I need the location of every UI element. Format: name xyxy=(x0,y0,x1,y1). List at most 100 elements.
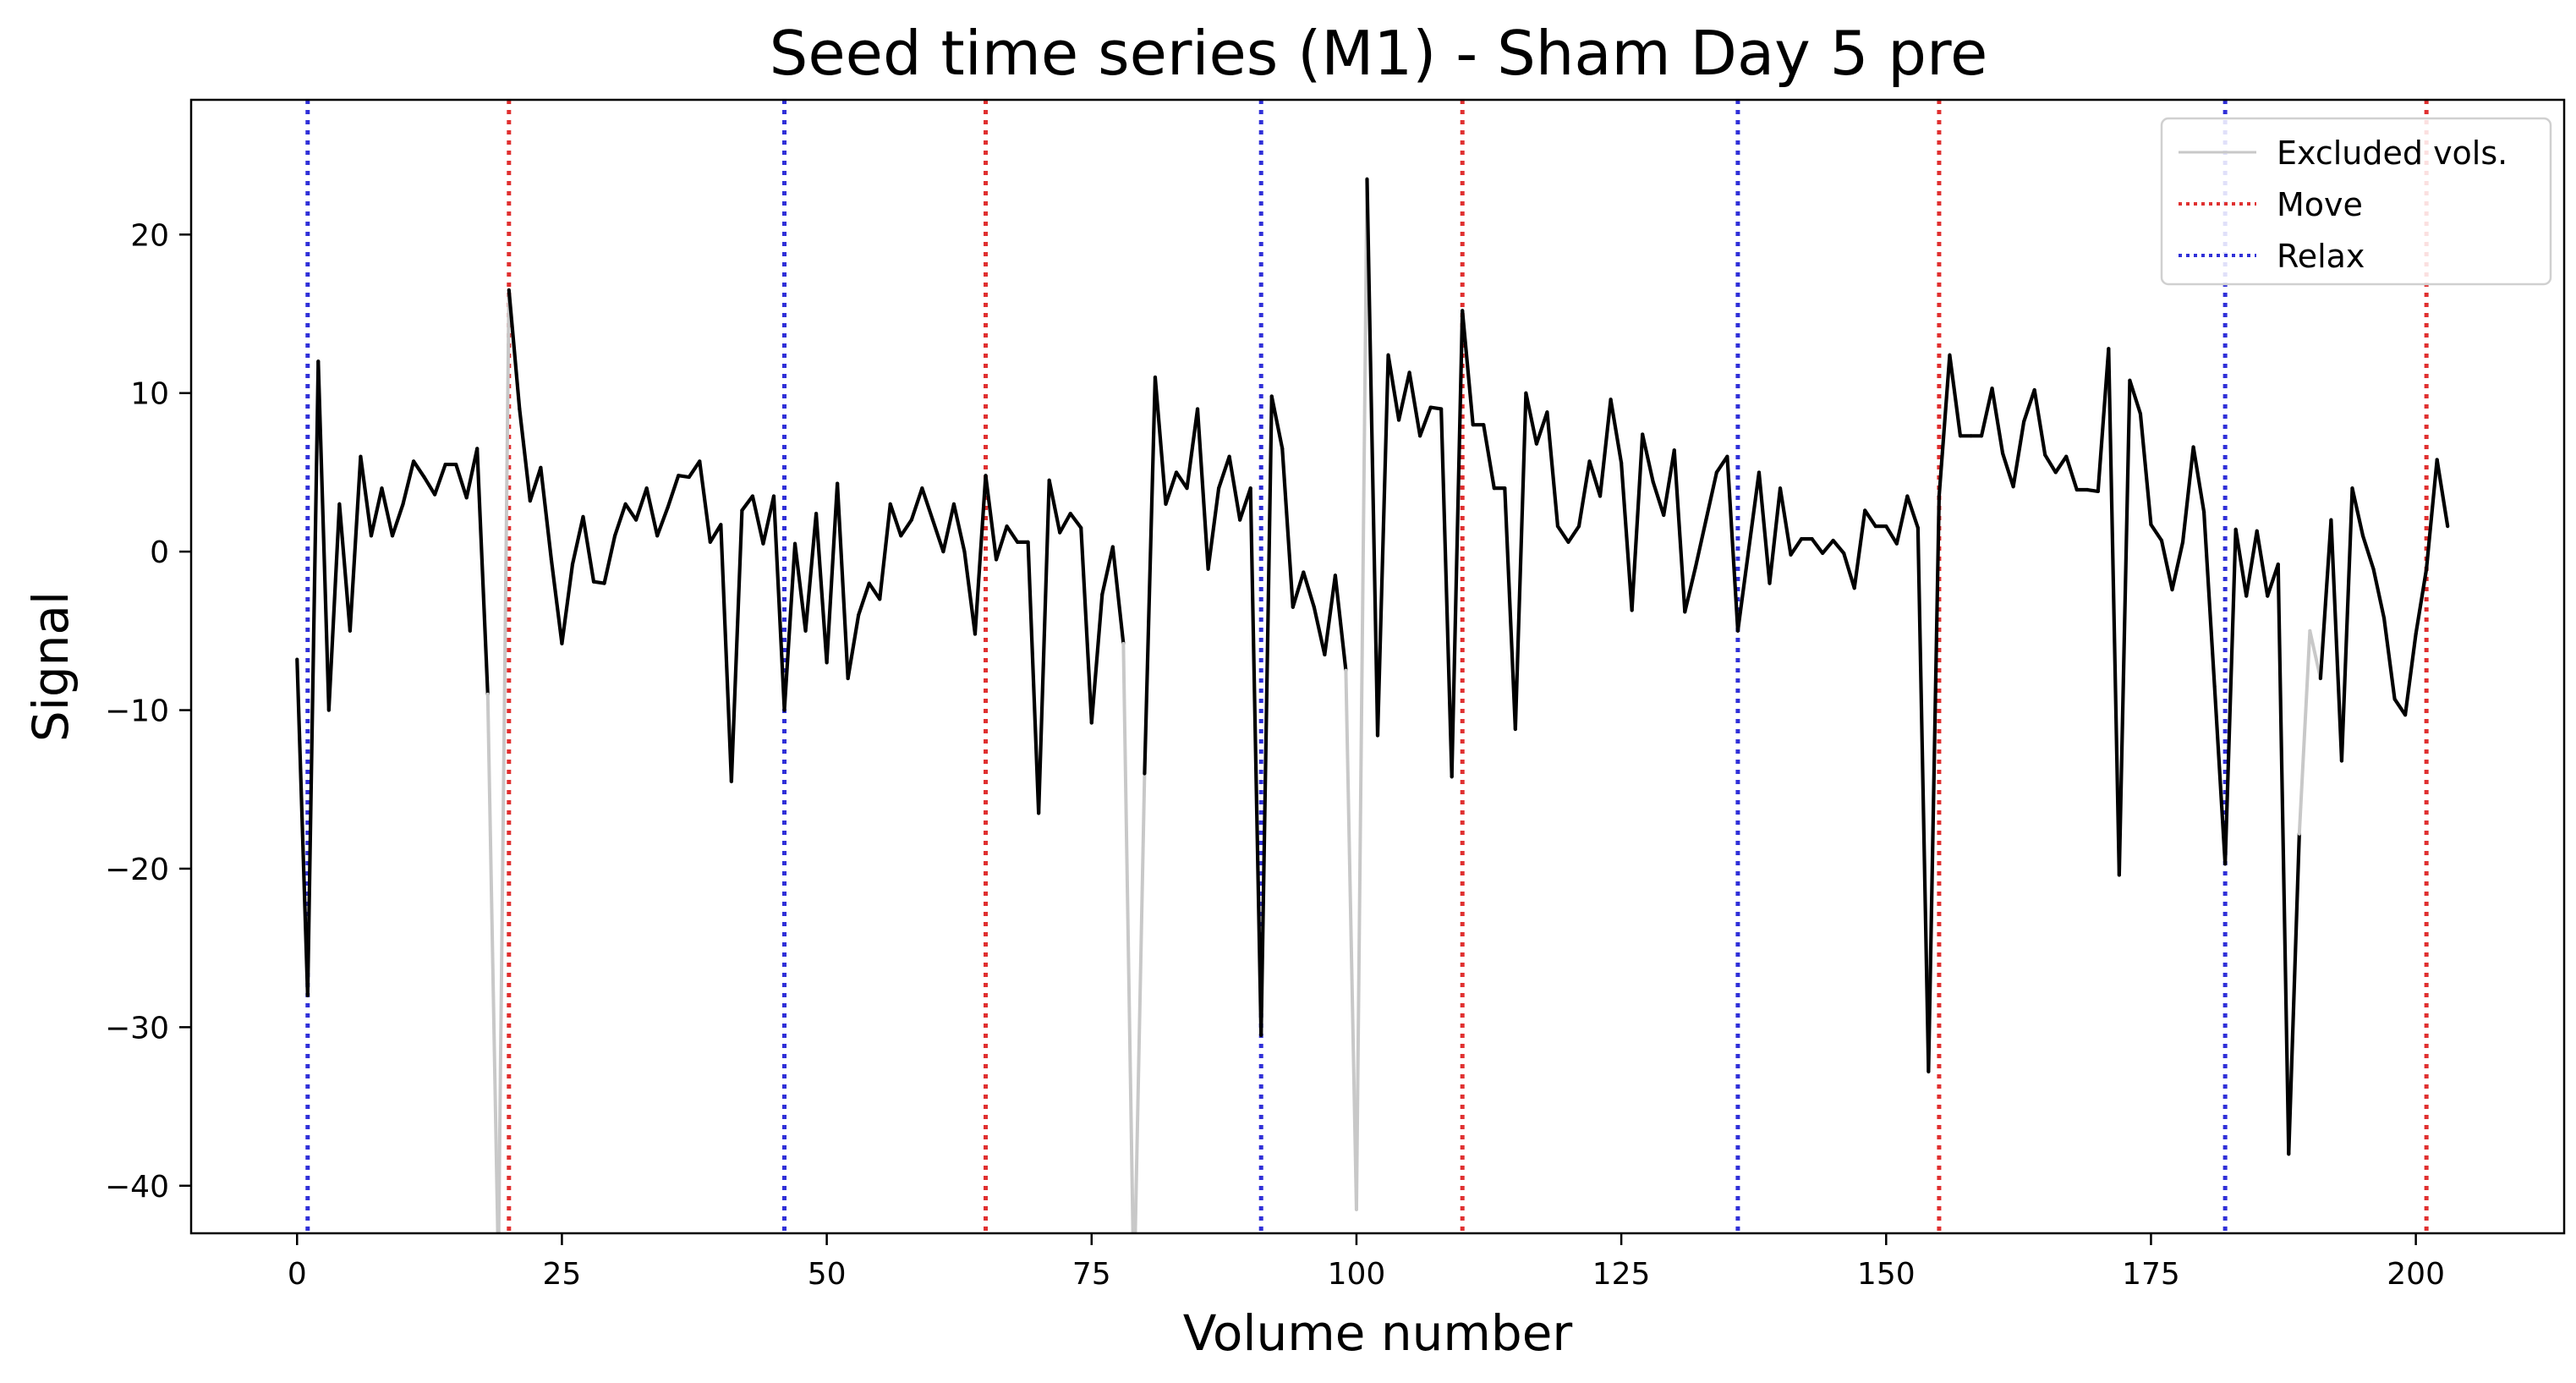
signal-segment-58 xyxy=(909,486,924,522)
x-tick-label-2: 50 xyxy=(808,1257,847,1292)
signal-segment-172 xyxy=(2117,378,2132,877)
signal-segment-35 xyxy=(666,474,681,509)
signal-segment-11 xyxy=(411,459,426,480)
signal-segment-97 xyxy=(1323,574,1337,657)
signal-segment-146 xyxy=(1842,551,1856,590)
x-tick-label-5: 125 xyxy=(1592,1257,1651,1292)
signal-segment-174 xyxy=(2138,411,2153,527)
signal-segment-139 xyxy=(1768,486,1783,585)
signal-segment-102 xyxy=(1375,353,1390,738)
signal-segment-166 xyxy=(2053,454,2069,475)
signal-segment-44 xyxy=(761,494,776,546)
signal-segment-160 xyxy=(1990,386,2005,456)
signal-segment-23 xyxy=(539,465,554,562)
signal-segment-54 xyxy=(867,581,882,601)
signal-segment-131 xyxy=(1683,565,1697,614)
signal-segment-92 xyxy=(1269,394,1285,451)
x-axis-ticks: 0 25 50 75 100 125 150 175 200 xyxy=(288,1233,2445,1292)
signal-segment-112 xyxy=(1482,423,1496,491)
legend-label-0: Excluded vols. xyxy=(2277,134,2507,172)
signal-segment-135 xyxy=(1725,454,1740,633)
signal-segment-106 xyxy=(1418,405,1433,438)
signal-segment-159 xyxy=(1979,386,1994,438)
signal-segment-187 xyxy=(2276,563,2291,1156)
signal-segment-136 xyxy=(1735,550,1751,633)
signal-segment-47 xyxy=(792,541,808,633)
y-axis-label: Signal xyxy=(22,591,79,742)
signal-segment-31 xyxy=(623,502,639,522)
signal-segment-76 xyxy=(1100,545,1115,596)
signal-segment-199 xyxy=(2403,632,2418,717)
excluded-segment-99 xyxy=(1344,668,1358,1211)
x-axis-label: Volume number xyxy=(1183,1304,1573,1362)
signal-segment-80 xyxy=(1143,375,1158,776)
x-tick-label-1: 25 xyxy=(543,1257,582,1292)
signal-segment-72 xyxy=(1058,512,1072,535)
signal-segment-192 xyxy=(2329,518,2344,763)
signal-segment-29 xyxy=(602,534,617,585)
signal-segment-109 xyxy=(1450,309,1465,779)
signal-segment-118 xyxy=(1545,410,1560,529)
signal-segment-24 xyxy=(549,557,564,645)
signal-segment-194 xyxy=(2350,486,2365,538)
signal-segment-7 xyxy=(369,486,384,538)
x-tick-label-8: 200 xyxy=(2387,1257,2445,1292)
signal-segment-57 xyxy=(899,518,913,538)
signal-segment-37 xyxy=(687,459,702,480)
signal-segment-91 xyxy=(1259,394,1274,1037)
signal-segment-10 xyxy=(401,459,416,507)
signal-segment-138 xyxy=(1757,470,1772,585)
signal-segment-121 xyxy=(1576,459,1592,529)
signal-segment-15 xyxy=(454,462,469,500)
signal-segment-21 xyxy=(518,407,532,503)
signal-segment-122 xyxy=(1587,459,1603,498)
signal-segment-119 xyxy=(1555,524,1570,544)
signal-segment-186 xyxy=(2266,563,2280,598)
excluded-segment-100 xyxy=(1354,177,1369,1211)
signal-segment-182 xyxy=(2223,527,2238,866)
signal-segment-84 xyxy=(1185,407,1200,491)
signal-segment-28 xyxy=(591,579,606,585)
signal-segment-89 xyxy=(1238,486,1252,522)
signal-segment-105 xyxy=(1407,370,1422,438)
signal-segment-140 xyxy=(1778,486,1793,557)
signal-segment-6 xyxy=(359,454,374,538)
signal-segment-179 xyxy=(2191,445,2206,514)
signal-segment-188 xyxy=(2287,831,2301,1156)
signal-segment-104 xyxy=(1396,370,1411,422)
signal-segment-53 xyxy=(857,581,871,617)
signal-segment-134 xyxy=(1714,454,1729,475)
signal-segment-201 xyxy=(2425,458,2439,571)
signal-segment-143 xyxy=(1810,537,1825,556)
signal-segment-154 xyxy=(1927,494,1942,1073)
signal-segment-170 xyxy=(2096,347,2111,494)
signal-segment-132 xyxy=(1693,518,1708,569)
signal-segment-167 xyxy=(2064,454,2079,492)
signal-segment-101 xyxy=(1365,177,1380,738)
legend-label-2: Relax xyxy=(2277,238,2365,275)
signal-segment-67 xyxy=(1005,524,1020,544)
excluded-segment-79 xyxy=(1133,771,1147,1233)
signal-segment-5 xyxy=(348,454,363,633)
y-tick-label-5: 10 xyxy=(130,377,169,412)
excluded-segment-18 xyxy=(485,692,500,1233)
y-tick-label-0: −40 xyxy=(105,1170,169,1205)
legend: Excluded vols. Move Relax xyxy=(2160,117,2552,286)
excluded-segment-19 xyxy=(496,288,511,1233)
signal-segment-114 xyxy=(1503,486,1517,732)
signal-segment-176 xyxy=(2159,538,2174,592)
signal-segment-55 xyxy=(878,502,892,601)
y-axis-ticks: −40 −30 −20 −10 0 10 20 xyxy=(105,218,191,1205)
signal-segment-93 xyxy=(1280,447,1295,609)
signal-segment-145 xyxy=(1831,538,1846,556)
signal-segment-103 xyxy=(1386,353,1401,422)
signal-segment-77 xyxy=(1110,545,1126,645)
legend-box xyxy=(2160,117,2552,286)
signal-segment-193 xyxy=(2339,486,2354,763)
signal-segment-116 xyxy=(1524,391,1539,446)
signal-segment-195 xyxy=(2360,534,2376,571)
signal-segment-8 xyxy=(380,486,395,538)
signal-segment-25 xyxy=(560,563,575,645)
signal-segment-42 xyxy=(740,494,755,513)
signal-segment-130 xyxy=(1672,448,1687,614)
